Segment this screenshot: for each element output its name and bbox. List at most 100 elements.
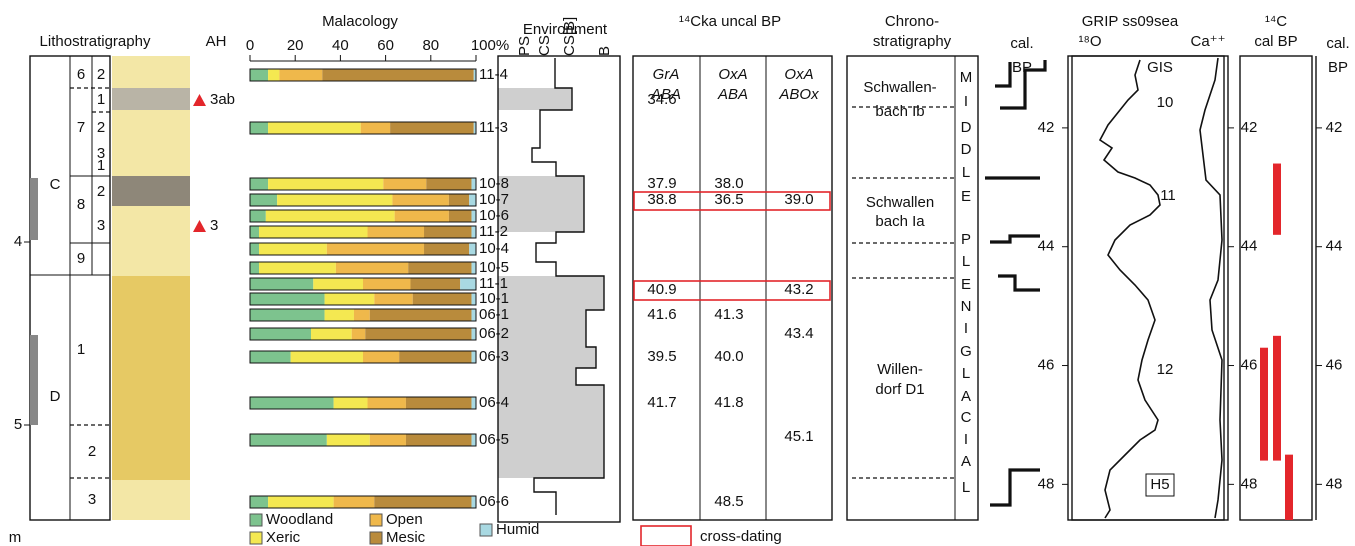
- bar-segment: [471, 293, 476, 305]
- unit-label: D: [50, 388, 61, 405]
- depth-tick-label: 4: [14, 233, 22, 250]
- bar-segment: [250, 122, 268, 134]
- bar-segment: [406, 434, 472, 446]
- age-value: 41.6: [647, 306, 676, 323]
- stage-label: dorf D1: [875, 381, 924, 398]
- bar-segment: [471, 178, 476, 190]
- panel-title: stratigraphy: [873, 33, 952, 50]
- bar-segment: [250, 178, 268, 190]
- bar-segment: [368, 397, 406, 409]
- period-letter: I: [964, 93, 968, 110]
- bar-segment: [250, 496, 268, 508]
- litho-layer: [112, 88, 190, 110]
- age-value: 40.0: [714, 348, 743, 365]
- ah-label: 3: [210, 217, 218, 234]
- bar-segment: [291, 351, 363, 363]
- legend-swatch: [370, 514, 382, 526]
- column-header: OxA: [718, 66, 747, 83]
- bar-segment: [399, 351, 471, 363]
- y-category-label: 10-7: [479, 191, 509, 208]
- bar-segment: [365, 328, 471, 340]
- y-category-label: 10-8: [479, 175, 509, 192]
- litho-stripe: [30, 178, 38, 240]
- y-category-label: 06-4: [479, 394, 509, 411]
- bar-segment: [449, 194, 469, 206]
- bar-segment: [354, 309, 370, 321]
- litho-stripe: [30, 335, 38, 425]
- figure: LithostratigraphyAH45mCD678912321231233a…: [0, 0, 1355, 546]
- ca-curve: [1200, 58, 1222, 518]
- legend-swatch: [641, 526, 691, 546]
- bar-segment: [460, 278, 476, 290]
- x-tick-label: 40: [332, 37, 349, 54]
- stage-label: bach Ia: [875, 213, 925, 230]
- bar-segment: [408, 262, 471, 274]
- period-letter: N: [961, 298, 972, 315]
- panel-title: Lithostratigraphy: [40, 33, 151, 50]
- chrono-panel: [847, 56, 1045, 520]
- column-header: ABOx: [778, 86, 819, 103]
- bar-segment: [311, 328, 352, 340]
- bar-segment: [471, 397, 476, 409]
- layer-label: 2: [88, 443, 96, 460]
- stage-label: Schwallen: [866, 194, 934, 211]
- column-header: OxA: [784, 66, 813, 83]
- bar-segment: [250, 243, 259, 255]
- y-tick-label: 46: [1326, 357, 1343, 374]
- bar-segment: [374, 293, 412, 305]
- correlation-markers: [985, 60, 1045, 505]
- panel-title: ¹⁴C: [1265, 13, 1287, 30]
- bar-segment: [327, 243, 424, 255]
- y-tick-label: 48: [1038, 475, 1055, 492]
- age-range: [1273, 336, 1281, 461]
- period-letter: I: [964, 431, 968, 448]
- age-value: 37.9: [647, 175, 676, 192]
- age-value: 40.9: [647, 281, 676, 298]
- age-value: 38.0: [714, 175, 743, 192]
- bar-segment: [395, 210, 449, 222]
- bar-segment: [469, 194, 476, 206]
- bar-segment: [322, 69, 473, 81]
- environment-panel: [498, 56, 620, 522]
- y-tick-label: 46: [1038, 357, 1055, 374]
- chart-title: Malacology: [322, 13, 398, 30]
- sublayer-label: 2: [97, 119, 105, 136]
- age-value: 41.7: [647, 394, 676, 411]
- y-tick-label: 44: [1241, 238, 1258, 255]
- litho-layer: [112, 276, 190, 480]
- period-letter: L: [962, 365, 970, 382]
- series-label: Ca⁺⁺: [1190, 33, 1225, 50]
- y-category-label: 10-4: [479, 240, 509, 257]
- y-tick-label: 46: [1241, 357, 1258, 374]
- y-category-label: 11-2: [479, 223, 508, 240]
- bar-segment: [424, 243, 469, 255]
- bar-segment: [268, 122, 361, 134]
- y-tick-label: 42: [1241, 119, 1258, 136]
- panel-title: ¹⁴Cka uncal BP: [679, 13, 781, 30]
- age-value: 43.4: [784, 325, 813, 342]
- column-header: ABA: [717, 86, 748, 103]
- bar-segment: [250, 210, 266, 222]
- period-letter: E: [961, 188, 971, 205]
- bar-segment: [370, 309, 472, 321]
- x-tick-label: 80: [422, 37, 439, 54]
- age-value: 34.6: [647, 91, 676, 108]
- age-range: [1260, 348, 1268, 461]
- bar-segment: [471, 328, 476, 340]
- unit-label: C: [50, 176, 61, 193]
- bar-segment: [279, 69, 322, 81]
- bar-segment: [250, 226, 259, 238]
- period-letter: P: [961, 231, 971, 248]
- sublayer-label: 1: [97, 157, 105, 174]
- gis-number: 10: [1157, 94, 1174, 111]
- bar-segment: [363, 351, 399, 363]
- y-category-label: 11-4: [479, 66, 508, 83]
- bar-segment: [383, 178, 426, 190]
- stage-label: Willen-: [877, 361, 923, 378]
- env-class-label: CS[B]: [561, 17, 578, 56]
- layer-label: 6: [77, 66, 85, 83]
- bar-segment: [313, 278, 363, 290]
- env-class-label: CS: [536, 35, 553, 56]
- y-category-label: 10-1: [479, 290, 509, 307]
- bar-segment: [410, 278, 460, 290]
